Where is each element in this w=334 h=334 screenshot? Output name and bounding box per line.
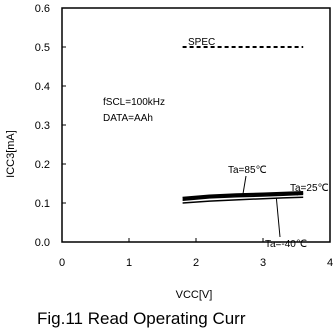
y-tick-label: 0.5 bbox=[35, 42, 50, 54]
annotations: fSCL=100kHz DATA=AAh SPEC Ta=85℃ Ta=25℃ … bbox=[103, 37, 329, 250]
x-tick-label: 3 bbox=[260, 257, 266, 269]
y-tick-label: 0.3 bbox=[35, 120, 50, 132]
series-label-25: Ta=25℃ bbox=[290, 183, 329, 194]
ticks: 0 1 2 3 4 0.0 0.1 0.2 0.3 0.4 0.5 0.6 bbox=[35, 3, 333, 269]
y-tick-label: 0.4 bbox=[35, 81, 50, 93]
series-label-minus40: Ta=-40℃ bbox=[265, 239, 307, 250]
figure-caption: Fig.11 Read Operating Curr bbox=[37, 309, 246, 328]
series-line-minus40 bbox=[182, 196, 304, 204]
condition-data: DATA=AAh bbox=[103, 113, 153, 124]
series-label-85: Ta=85℃ bbox=[228, 165, 267, 176]
x-tick-label: 0 bbox=[59, 257, 65, 269]
spec-label: SPEC bbox=[188, 37, 215, 48]
condition-fscl: fSCL=100kHz bbox=[103, 97, 165, 108]
series-line-25 bbox=[182, 193, 304, 202]
y-tick-label: 0.1 bbox=[35, 198, 50, 210]
x-axis-title: VCC[V] bbox=[176, 289, 213, 301]
y-tick-label: 0.2 bbox=[35, 159, 50, 171]
x-tick-label: 4 bbox=[327, 257, 333, 269]
x-tick-label: 1 bbox=[126, 257, 132, 269]
leader-minus40 bbox=[275, 198, 281, 238]
leader-85 bbox=[242, 175, 247, 195]
y-tick-label: 0.0 bbox=[35, 237, 50, 249]
series-line-85 bbox=[182, 191, 304, 200]
x-tick-label: 2 bbox=[193, 257, 199, 269]
y-axis-title: ICC3[mA] bbox=[5, 130, 17, 178]
y-tick-label: 0.6 bbox=[35, 3, 50, 15]
series-group bbox=[182, 175, 304, 238]
